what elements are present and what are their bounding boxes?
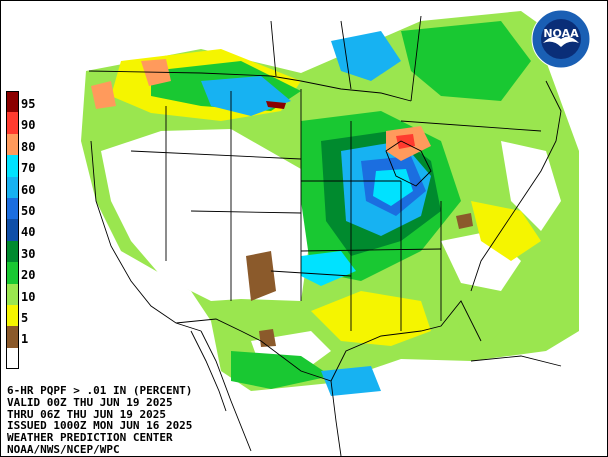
legend-row [6, 347, 46, 370]
caption-agency: NOAA/NWS/NCEP/WPC [7, 442, 120, 456]
band-70-lakes [373, 169, 413, 206]
legend-swatch [6, 240, 19, 263]
legend-row: 10 [6, 283, 46, 305]
band-20-northeast [401, 21, 531, 101]
legend-row: 30 [6, 240, 46, 263]
caption: 6-HR PQPF > .01 IN (PERCENT) VALID 00Z T… [7, 385, 192, 456]
cuba [470, 355, 562, 367]
legend-label: 70 [21, 161, 36, 176]
band-1-southcoast [259, 329, 276, 347]
legend-row: 5 [6, 304, 46, 327]
legend-label: 30 [21, 246, 36, 261]
gull-icon [543, 36, 579, 47]
legend-row: 40 [6, 219, 46, 241]
legend-label: 80 [21, 139, 36, 154]
band-60-north-plains [331, 31, 401, 81]
state-line-1 [130, 150, 302, 160]
great-lakes [385, 140, 432, 187]
baja [190, 330, 227, 412]
logo-text: NOAA [543, 27, 579, 40]
legend-label: 90 [21, 118, 36, 133]
band-10-florida [451, 301, 501, 346]
atlantic-coast [470, 80, 562, 292]
legend-label: 1 [21, 332, 29, 347]
noaa-logo: NOAA [531, 9, 591, 69]
legend-label: 95 [21, 97, 36, 111]
legend-swatch [6, 219, 19, 241]
caption-product: 6-HR PQPF > .01 IN (PERCENT) [7, 384, 193, 397]
legend-swatch [6, 112, 19, 134]
legend-row: 70 [6, 155, 46, 177]
legend-swatch [6, 133, 19, 156]
canada-interior [270, 15, 422, 102]
legend-swatch [6, 347, 19, 370]
legend-label: 40 [21, 225, 36, 240]
boundaries [88, 15, 562, 456]
legend-label: 20 [21, 268, 36, 283]
band-70-south-plains [301, 251, 356, 286]
band-1-southwest [246, 251, 276, 301]
legend-row: 20 [6, 262, 46, 284]
mexico-coast [200, 330, 252, 452]
state-line-12 [270, 270, 352, 277]
band-80-pacific [91, 81, 116, 109]
legend-swatch [6, 155, 19, 177]
legend-swatch [6, 304, 19, 327]
legend-swatch [6, 283, 19, 305]
band-5-east [471, 201, 541, 261]
legend-label: 60 [21, 182, 36, 197]
gulf-coast [330, 300, 482, 382]
band-95-plains [266, 101, 286, 109]
legend-row: 60 [6, 176, 46, 198]
band-60-south [321, 366, 381, 396]
state-line-8 [300, 248, 442, 252]
legend-label: 10 [21, 289, 36, 304]
legend-label: 50 [21, 203, 36, 218]
caption-valid: VALID 00Z THU JUN 19 2025 [7, 395, 173, 409]
state-line-5 [190, 210, 302, 214]
legend-label: 5 [21, 310, 29, 325]
mexico-gulf-coast [330, 380, 342, 456]
caption-issued: ISSUED 1000Z MON JUN 16 2025 [7, 419, 193, 433]
legend-row: 90 [6, 112, 46, 134]
legend-row: 1 [6, 326, 46, 348]
legend-row: 95 [6, 91, 46, 113]
legend-swatch [6, 197, 19, 220]
mexico-border [175, 318, 332, 382]
caption-center: WEATHER PREDICTION CENTER [7, 431, 173, 445]
legend-swatch [6, 262, 19, 284]
legend-swatch [6, 326, 19, 348]
caption-thru: THRU 06Z THU JUN 19 2025 [7, 407, 166, 421]
us-canada-border [88, 70, 412, 102]
legend-row: 80 [6, 133, 46, 156]
band-20-south [231, 351, 331, 389]
state-line-11 [400, 120, 542, 132]
legend-row: 50 [6, 197, 46, 220]
band-1-east [456, 213, 473, 229]
legend-swatch [6, 91, 19, 113]
legend-swatch [6, 176, 19, 198]
legend: 95 90 80 70 60 50 40 30 20 10 5 1 [6, 91, 46, 370]
